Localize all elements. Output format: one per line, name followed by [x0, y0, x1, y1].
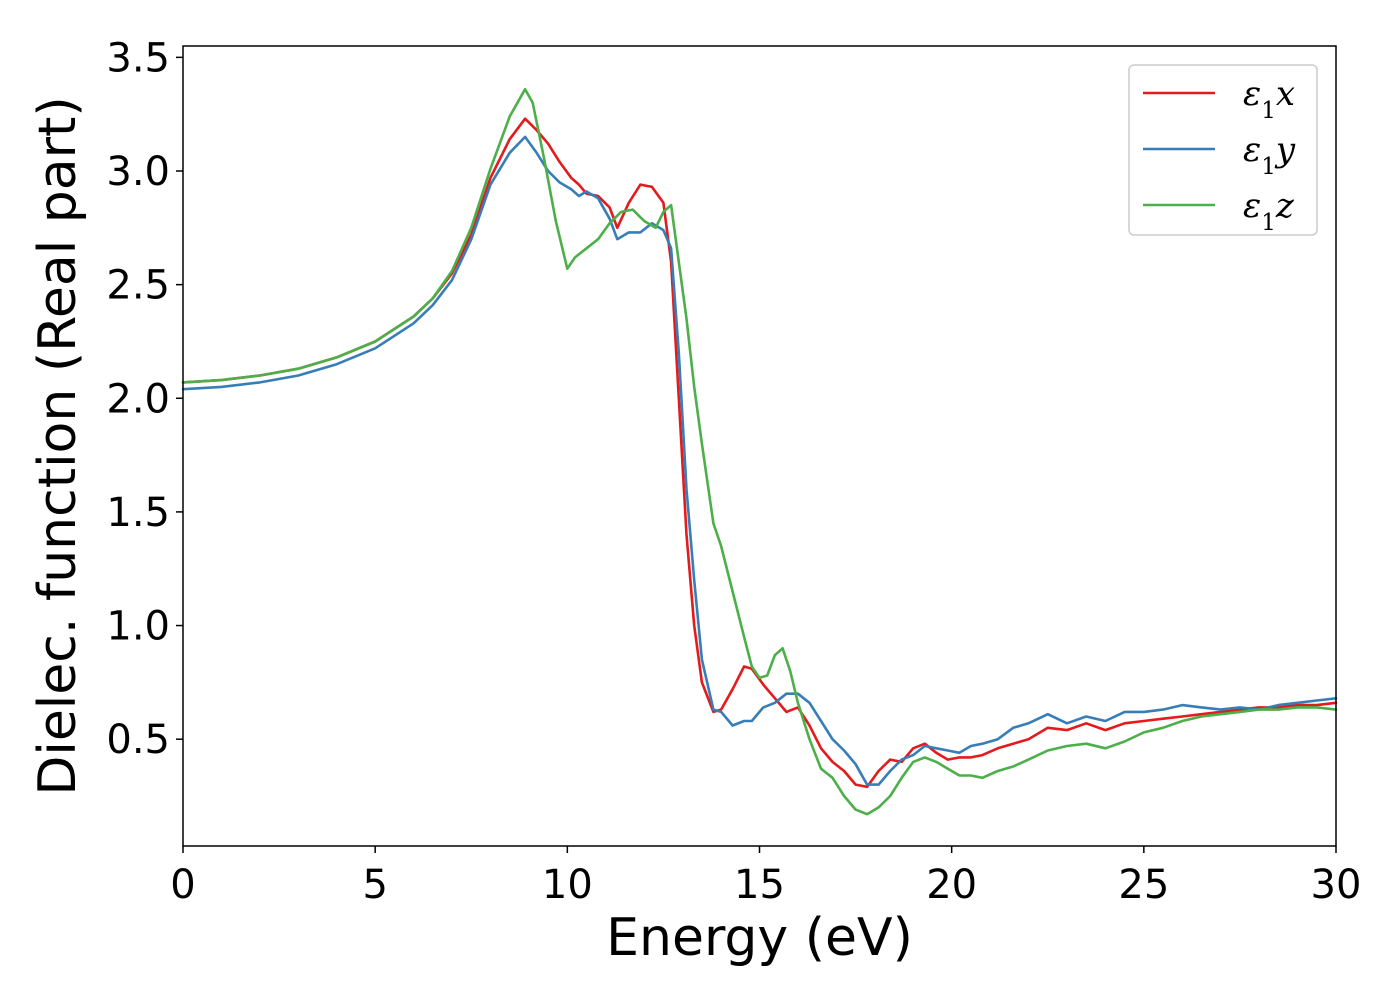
legend-variable: y: [1274, 130, 1296, 170]
series-line-3: [181, 87, 1338, 816]
x-tick-label: 25: [1118, 862, 1169, 908]
y-tick-label: 2.0: [106, 376, 170, 422]
legend-variable: x: [1276, 74, 1295, 114]
y-tick-label: 3.5: [106, 35, 170, 81]
legend-subscript: 1: [1261, 210, 1276, 236]
legend-symbol: ε: [1243, 74, 1261, 114]
y-tick-label: 3.0: [106, 149, 170, 195]
x-tick-label: 10: [542, 862, 593, 908]
x-tick-label: 20: [926, 862, 977, 908]
x-ticks: 0 5 10 15 20 25 30: [170, 846, 1361, 908]
x-tick-label: 15: [734, 862, 785, 908]
legend-box: [1128, 64, 1318, 236]
x-tick-label: 5: [362, 862, 387, 908]
y-tick-label: 2.5: [106, 263, 170, 309]
series-line-1: [181, 117, 1338, 789]
x-tick-label: 0: [170, 862, 195, 908]
legend-subscript: 1: [1261, 98, 1276, 124]
y-ticks: 0.5 1.0 1.5 2.0 2.5 3.0 3.5: [106, 35, 183, 763]
y-tick-label: 1.5: [106, 490, 170, 536]
legend-subscript: 1: [1261, 154, 1276, 180]
legend-label: ε1x: [1243, 74, 1295, 124]
x-axis-label: Energy (eV): [606, 908, 913, 968]
x-tick-label: 30: [1311, 862, 1362, 908]
legend-label: ε1z: [1243, 186, 1295, 236]
y-tick-label: 1.0: [106, 604, 170, 650]
legend-symbol: ε: [1243, 186, 1261, 226]
series-layer: [181, 87, 1338, 816]
legend-variable: z: [1275, 186, 1295, 226]
legend-symbol: ε: [1243, 130, 1261, 170]
y-tick-label: 0.5: [106, 717, 170, 763]
legend-label: ε1y: [1243, 130, 1296, 180]
series-line-2: [181, 135, 1338, 786]
y-axis-label: Dielec. function (Real part): [28, 96, 88, 795]
